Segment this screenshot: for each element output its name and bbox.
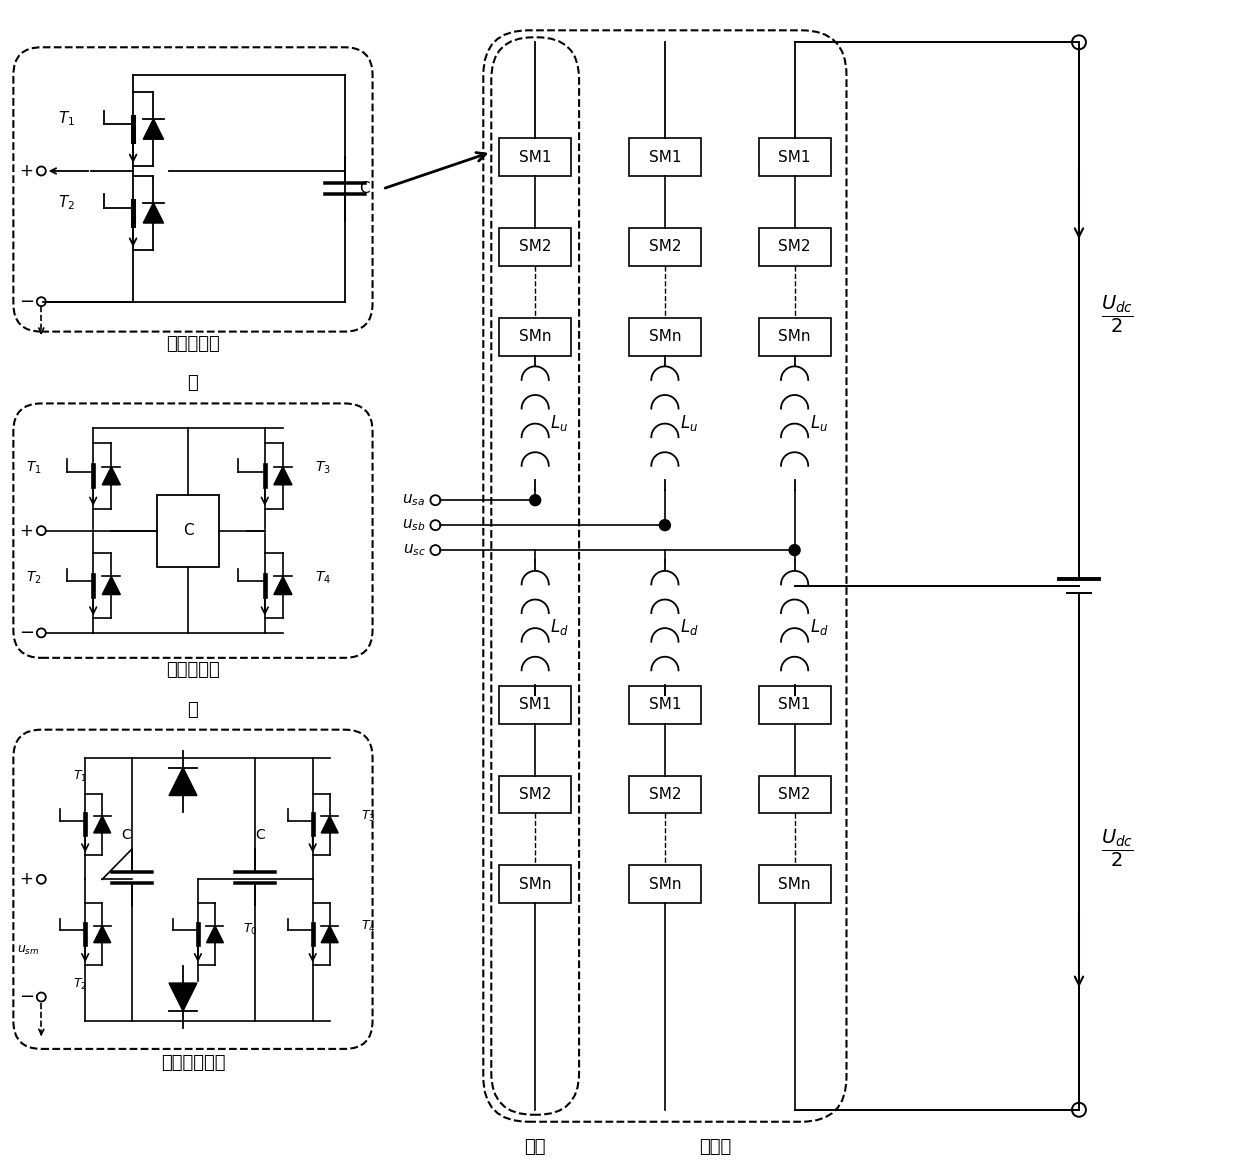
Polygon shape: [169, 983, 197, 1011]
Text: SM2: SM2: [779, 787, 811, 802]
Polygon shape: [144, 119, 164, 139]
Text: SMn: SMn: [649, 329, 681, 345]
Text: SMn: SMn: [779, 329, 811, 345]
Bar: [759, 138, 831, 176]
Polygon shape: [321, 926, 339, 943]
Text: $T_2$: $T_2$: [26, 569, 41, 586]
Text: 或: 或: [187, 374, 198, 393]
Bar: [629, 138, 701, 176]
Text: $L_d$: $L_d$: [551, 617, 569, 637]
Text: C: C: [122, 828, 131, 842]
Text: $L_u$: $L_u$: [551, 413, 568, 433]
Text: SM1: SM1: [520, 697, 552, 713]
Text: SM2: SM2: [649, 239, 681, 254]
Bar: [500, 228, 572, 266]
Text: SM2: SM2: [520, 239, 552, 254]
Bar: [759, 775, 831, 814]
Text: 桥蟀: 桥蟀: [525, 1137, 546, 1156]
Bar: [629, 686, 701, 723]
Text: $T_1$: $T_1$: [26, 460, 41, 476]
Text: 相单元: 相单元: [698, 1137, 730, 1156]
Text: −: −: [19, 293, 33, 310]
Text: SMn: SMn: [520, 329, 552, 345]
Text: $\dfrac{U_{dc}}{2}$: $\dfrac{U_{dc}}{2}$: [1101, 827, 1133, 869]
Text: $\dfrac{U_{dc}}{2}$: $\dfrac{U_{dc}}{2}$: [1101, 294, 1133, 335]
Text: SM1: SM1: [779, 697, 811, 713]
Text: 全桥子模块: 全桥子模块: [166, 661, 219, 679]
Text: −: −: [19, 624, 33, 642]
Bar: [629, 866, 701, 903]
Text: C: C: [255, 828, 265, 842]
Text: $T_1$: $T_1$: [58, 109, 76, 128]
Text: C: C: [360, 181, 371, 196]
Text: +: +: [20, 522, 33, 540]
Text: $L_d$: $L_d$: [810, 617, 828, 637]
Text: $L_u$: $L_u$: [680, 413, 698, 433]
Text: $u_{sa}$: $u_{sa}$: [403, 493, 425, 508]
Text: $T_4$: $T_4$: [315, 569, 331, 586]
Bar: [759, 866, 831, 903]
Text: $T_1$: $T_1$: [73, 768, 87, 783]
Circle shape: [529, 495, 541, 506]
Bar: [157, 495, 219, 567]
Polygon shape: [102, 576, 120, 595]
Polygon shape: [94, 816, 110, 833]
Text: SM2: SM2: [520, 787, 552, 802]
Text: SM2: SM2: [779, 239, 811, 254]
Text: +: +: [20, 162, 33, 180]
Text: $u_{sc}$: $u_{sc}$: [403, 542, 425, 557]
Text: $L_d$: $L_d$: [680, 617, 698, 637]
Bar: [500, 866, 572, 903]
Text: SMn: SMn: [779, 877, 811, 891]
Text: 或: 或: [187, 701, 198, 719]
Bar: [759, 686, 831, 723]
Text: C: C: [182, 523, 193, 539]
Text: 半桥子模块: 半桥子模块: [166, 335, 219, 353]
Polygon shape: [321, 816, 339, 833]
Polygon shape: [144, 202, 164, 223]
Text: $T_0$: $T_0$: [243, 922, 258, 937]
Text: SM1: SM1: [520, 149, 552, 165]
Polygon shape: [169, 768, 197, 795]
Text: $T_2$: $T_2$: [73, 977, 87, 993]
Bar: [759, 318, 831, 355]
Bar: [759, 228, 831, 266]
Text: SM1: SM1: [649, 149, 681, 165]
Text: 算位双子模块: 算位双子模块: [161, 1054, 226, 1071]
Text: SM1: SM1: [779, 149, 811, 165]
Text: $L_u$: $L_u$: [810, 413, 827, 433]
Bar: [500, 686, 572, 723]
Text: $T_4$: $T_4$: [361, 918, 376, 934]
Circle shape: [660, 520, 671, 530]
Polygon shape: [274, 467, 291, 485]
Text: $u_{sb}$: $u_{sb}$: [402, 517, 425, 533]
Bar: [629, 775, 701, 814]
Polygon shape: [94, 926, 110, 943]
Text: SM1: SM1: [649, 697, 681, 713]
Text: SMn: SMn: [649, 877, 681, 891]
Text: +: +: [20, 870, 33, 888]
Bar: [500, 138, 572, 176]
Polygon shape: [102, 467, 120, 485]
Text: $u_{sm}$: $u_{sm}$: [17, 943, 40, 957]
Circle shape: [789, 544, 800, 555]
Bar: [629, 228, 701, 266]
Text: −: −: [19, 988, 33, 1005]
Bar: [500, 318, 572, 355]
Text: $T_2$: $T_2$: [58, 194, 76, 212]
Text: $T_3$: $T_3$: [315, 460, 331, 476]
Polygon shape: [206, 926, 223, 943]
Bar: [500, 775, 572, 814]
Text: SM2: SM2: [649, 787, 681, 802]
Text: SMn: SMn: [520, 877, 552, 891]
Text: $T_3$: $T_3$: [361, 809, 374, 824]
Bar: [629, 318, 701, 355]
Polygon shape: [274, 576, 291, 595]
